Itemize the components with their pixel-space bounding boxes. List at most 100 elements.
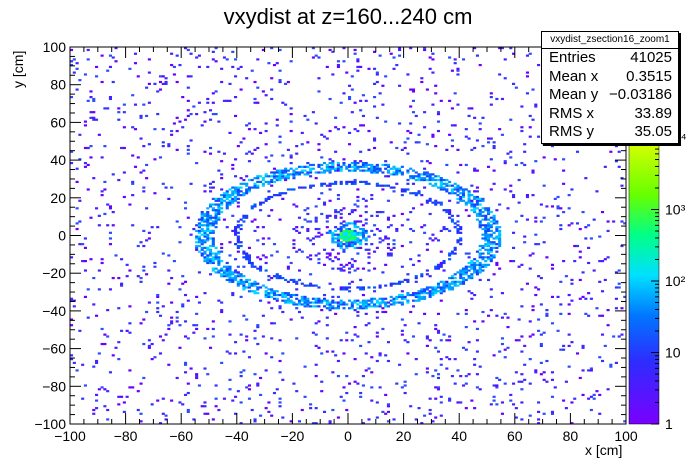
heatmap-cell	[356, 307, 360, 310]
heatmap-cell	[200, 218, 204, 221]
heatmap-cell	[161, 412, 165, 415]
heatmap-cell	[303, 173, 307, 176]
heatmap-cell	[348, 227, 352, 231]
heatmap-cell	[192, 418, 196, 421]
heatmap-cell	[172, 122, 176, 125]
heatmap-cell	[489, 288, 493, 291]
heatmap-cell	[567, 224, 571, 227]
heatmap-cell	[267, 160, 271, 163]
heatmap-cell	[620, 307, 624, 310]
heatmap-cell	[578, 250, 582, 253]
heatmap-cell	[128, 203, 132, 206]
heatmap-cell	[256, 186, 260, 189]
heatmap-cell	[492, 354, 496, 357]
heatmap-cell	[373, 267, 377, 270]
heatmap-cell	[453, 273, 457, 276]
heatmap-cell	[389, 248, 393, 251]
heatmap-cell	[264, 156, 268, 159]
heatmap-cell	[289, 299, 293, 302]
heatmap-cell	[336, 211, 340, 214]
heatmap-cell	[264, 256, 268, 259]
heatmap-cell	[370, 243, 374, 246]
heatmap-cell	[398, 293, 402, 297]
heatmap-cell	[206, 212, 210, 216]
heatmap-cell	[406, 292, 410, 295]
heatmap-cell	[525, 195, 529, 199]
heatmap-cell	[400, 265, 404, 268]
heatmap-cell	[222, 271, 226, 274]
heatmap-cell	[272, 243, 277, 246]
heatmap-cell	[353, 241, 357, 244]
heatmap-cell	[361, 384, 365, 387]
heatmap-cell	[139, 412, 143, 415]
heatmap-cell	[245, 192, 249, 195]
heatmap-cell	[361, 299, 365, 302]
heatmap-cell	[200, 239, 204, 242]
heatmap-cell	[389, 295, 393, 299]
heatmap-cell	[448, 56, 452, 59]
heatmap-cell	[481, 244, 485, 248]
heatmap-cell	[314, 284, 318, 287]
heatmap-cell	[359, 65, 363, 69]
heatmap-cell	[325, 307, 329, 310]
heatmap-cell	[325, 350, 329, 353]
heatmap-cell	[250, 178, 254, 182]
heatmap-cell	[564, 275, 568, 278]
heatmap-cell	[295, 293, 299, 297]
heatmap-cell	[378, 92, 382, 95]
heatmap-cell	[75, 369, 79, 372]
heatmap-cell	[303, 218, 307, 221]
heatmap-cell	[434, 369, 438, 372]
heatmap-cell	[459, 163, 463, 167]
heatmap-cell	[209, 203, 213, 206]
heatmap-cell	[370, 194, 374, 197]
heatmap-cell	[487, 207, 491, 210]
heatmap-cell	[264, 197, 268, 200]
heatmap-cell	[517, 380, 521, 383]
heatmap-cell	[562, 399, 566, 402]
heatmap-cell	[428, 212, 432, 216]
heatmap-cell	[531, 309, 535, 312]
heatmap-cell	[492, 384, 496, 387]
heatmap-cell	[553, 197, 557, 200]
heatmap-cell	[206, 211, 210, 214]
heatmap-cell	[450, 374, 454, 378]
heatmap-cell	[423, 171, 427, 174]
heatmap-cell	[356, 335, 360, 338]
heatmap-cell	[384, 412, 388, 415]
heatmap-cell	[228, 194, 232, 197]
heatmap-cell	[495, 261, 499, 265]
heatmap-cell	[314, 216, 318, 219]
heatmap-cell	[256, 180, 260, 184]
heatmap-cell	[156, 301, 160, 304]
heatmap-cell	[214, 226, 218, 229]
heatmap-cell	[175, 310, 179, 314]
heatmap-cell	[278, 401, 282, 404]
heatmap-cell	[459, 269, 463, 272]
x-tick-label: 60	[507, 428, 523, 444]
heatmap-cell	[417, 292, 421, 295]
heatmap-cell	[470, 184, 474, 187]
heatmap-cell	[489, 96, 493, 99]
heatmap-cell	[464, 267, 468, 270]
heatmap-cell	[406, 182, 410, 185]
heatmap-cell	[386, 410, 390, 413]
heatmap-cell	[270, 307, 274, 310]
heatmap-cell	[423, 178, 427, 182]
heatmap-cell	[270, 184, 274, 187]
heatmap-cell	[406, 152, 410, 155]
heatmap-cell	[186, 216, 190, 219]
heatmap-cell	[261, 314, 265, 317]
heatmap-cell	[420, 297, 424, 300]
heatmap-cell	[117, 178, 121, 182]
heatmap-cell	[311, 163, 315, 167]
heatmap-cell	[314, 299, 318, 302]
heatmap-cell	[489, 226, 493, 229]
heatmap-cell	[467, 137, 471, 140]
heatmap-cell	[117, 395, 121, 398]
heatmap-cell	[342, 220, 346, 223]
heatmap-cell	[328, 282, 332, 285]
heatmap-cell	[236, 226, 240, 229]
heatmap-cell	[261, 226, 265, 229]
heatmap-cell	[420, 160, 424, 163]
